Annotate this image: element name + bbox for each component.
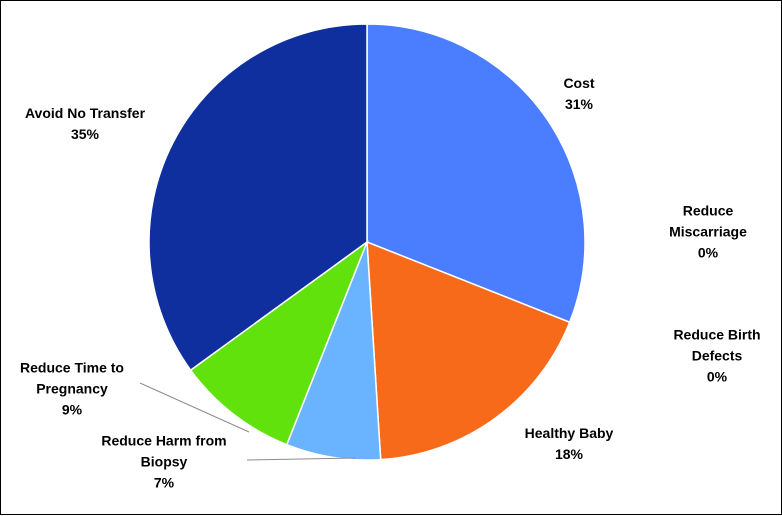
category-label-reduce-birth-defects: Defects bbox=[692, 348, 743, 364]
category-label-reduce-time-to-pregnancy: Pregnancy bbox=[36, 381, 108, 397]
category-label-reduce-harm-from-biopsy: Reduce Harm from bbox=[101, 433, 226, 449]
category-label-healthy-baby: Healthy Baby bbox=[525, 425, 614, 441]
slice-reduce-time-to-pregnancy bbox=[189, 239, 369, 446]
leader-line-reduce-harm-from-biopsy bbox=[246, 457, 357, 461]
percent-label-reduce-miscarriage: 0% bbox=[698, 245, 719, 261]
leader-lines bbox=[139, 382, 357, 461]
category-label-reduce-time-to-pregnancy: Reduce Time to bbox=[20, 360, 124, 376]
category-label-reduce-miscarriage: Reduce bbox=[683, 203, 734, 219]
category-label-reduce-miscarriage: Miscarriage bbox=[669, 224, 747, 240]
leader-line-reduce-time-to-pregnancy bbox=[139, 382, 250, 433]
slice-labels: Cost 31% Reduce Miscarriage 0% Reduce Birth De… bbox=[20, 75, 761, 491]
category-label-reduce-birth-defects: Reduce Birth bbox=[673, 327, 760, 343]
percent-label-avoid-no-transfer: 35% bbox=[71, 126, 100, 142]
pie-slices bbox=[148, 23, 586, 461]
slice-healthy-baby bbox=[366, 240, 571, 461]
category-label-cost: Cost bbox=[563, 75, 594, 91]
slice-cost bbox=[366, 23, 586, 324]
category-label-reduce-harm-from-biopsy: Biopsy bbox=[141, 454, 188, 470]
percent-label-reduce-time-to-pregnancy: 9% bbox=[62, 402, 83, 418]
percent-label-reduce-birth-defects: 0% bbox=[707, 369, 728, 385]
percent-label-cost: 31% bbox=[565, 96, 594, 112]
percent-label-healthy-baby: 18% bbox=[555, 446, 584, 462]
category-label-avoid-no-transfer: Avoid No Transfer bbox=[25, 105, 146, 121]
slice-avoid-no-transfer bbox=[148, 23, 368, 372]
percent-label-reduce-harm-from-biopsy: 7% bbox=[154, 475, 175, 491]
